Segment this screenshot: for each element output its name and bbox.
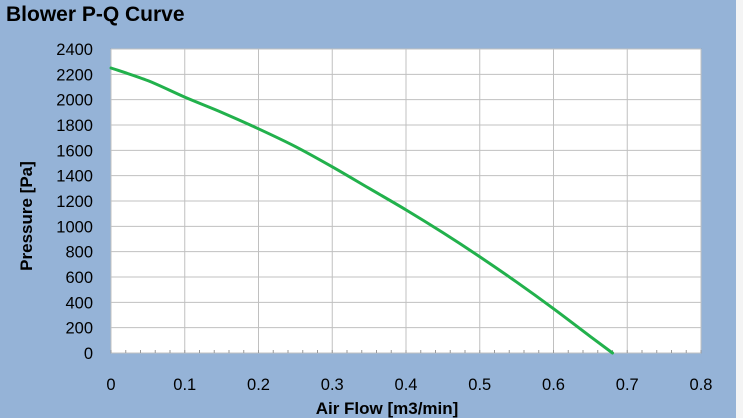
y-tick-label: 600	[65, 269, 93, 287]
y-tick-label: 1200	[56, 193, 93, 211]
y-axis-label: Pressure [Pa]	[17, 161, 36, 271]
x-tick-label: 0.5	[468, 376, 491, 394]
series-group	[109, 66, 614, 355]
x-tick-label: 0.4	[395, 376, 418, 394]
x-tick-label: 0	[106, 376, 115, 394]
y-tick-label: 800	[65, 244, 93, 262]
x-tick-label: 0.6	[542, 376, 565, 394]
x-tick-label: 0.3	[321, 376, 344, 394]
y-tick-label: 400	[65, 294, 93, 312]
y-tick-label: 1000	[56, 218, 93, 236]
y-tick-label: 0	[84, 345, 93, 363]
y-tick-label: 2000	[56, 92, 93, 110]
y-tick-label: 2200	[56, 66, 93, 84]
x-tick-label: 0.1	[173, 376, 196, 394]
y-tick-label: 2400	[56, 41, 93, 59]
grid-lines	[110, 48, 702, 354]
x-tick-label: 0.7	[616, 376, 639, 394]
x-tick-label: 0.8	[690, 376, 713, 394]
chart-title: Blower P-Q Curve	[6, 3, 185, 26]
series-line-0	[109, 66, 614, 355]
x-minor-ticks	[110, 350, 702, 353]
y-tick-labels: 0 200 400 600 800 1000 1200 1400 1600 1800 2000 220…	[56, 41, 93, 363]
y-tick-label: 200	[65, 320, 93, 338]
x-tick-labels: 0 0.1 0.2 0.3 0.4 0.5 0.6 0.7 0.8	[106, 376, 712, 394]
right-edge-strip	[736, 0, 743, 418]
y-tick-label: 1400	[56, 168, 93, 186]
x-axis-label: Air Flow [m3/min]	[316, 399, 459, 418]
y-tick-label: 1600	[56, 142, 93, 160]
y-tick-label: 1800	[56, 117, 93, 135]
x-tick-label: 0.2	[247, 376, 270, 394]
